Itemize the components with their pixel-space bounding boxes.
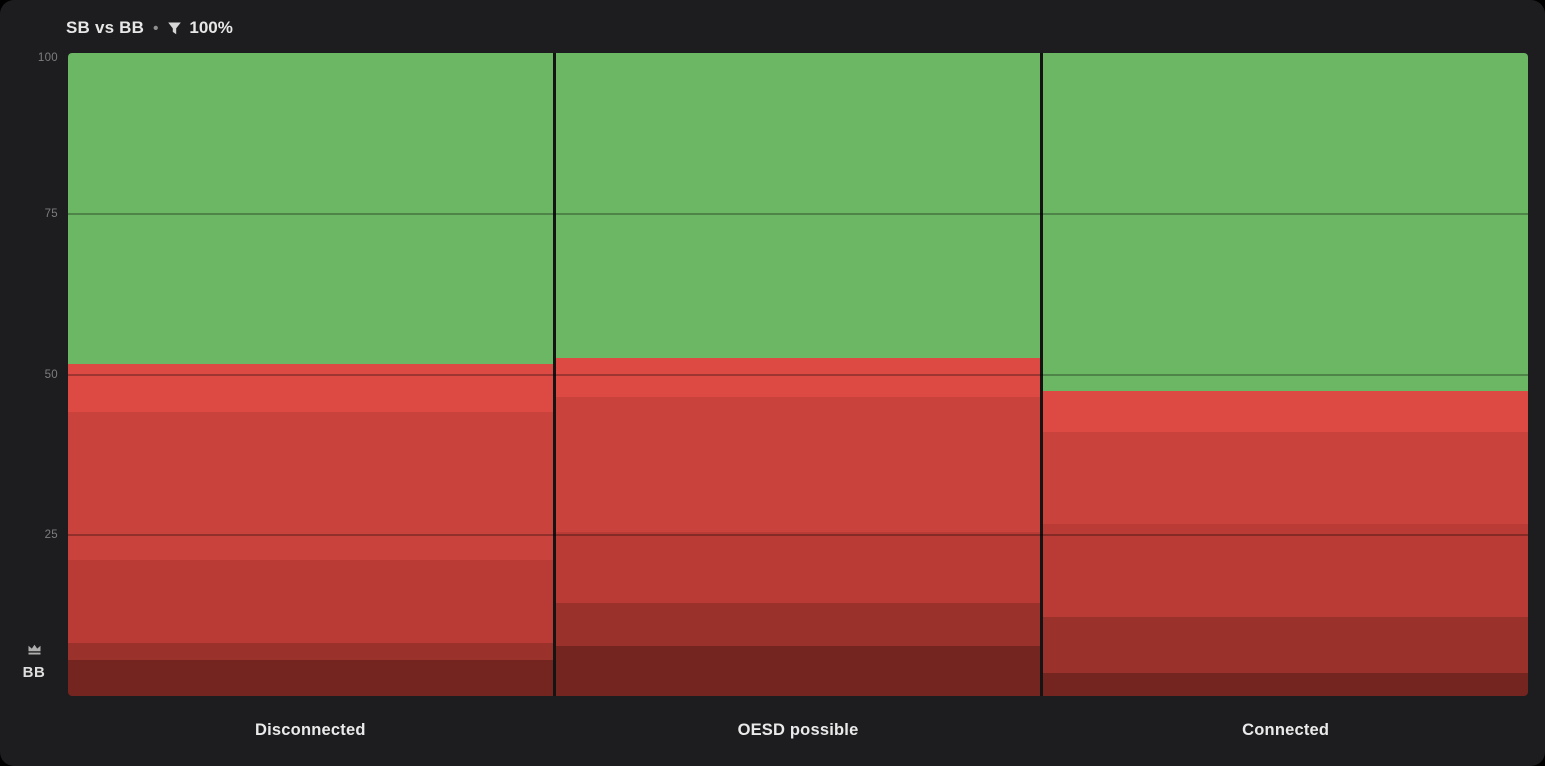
- bar-segment-red-darkest[interactable]: [68, 659, 553, 696]
- bar-segment-red-darker[interactable]: [555, 602, 1041, 646]
- filter-value: 100%: [189, 18, 233, 37]
- y-tick-100: 100: [37, 52, 58, 64]
- position-text: BB: [22, 664, 46, 681]
- chart-column-disconnected[interactable]: [68, 53, 553, 696]
- bar-segment-red-medium[interactable]: [555, 397, 1041, 533]
- bar-segment-red-medium[interactable]: [68, 412, 553, 561]
- bar-segment-green[interactable]: [68, 53, 553, 365]
- x-label-disconnected[interactable]: Disconnected: [255, 720, 366, 739]
- bar-segment-red-dark[interactable]: [555, 532, 1041, 603]
- y-tick-75: 75: [44, 207, 58, 220]
- bar-segment-red-bright[interactable]: [555, 357, 1041, 397]
- x-label-connected[interactable]: Connected: [1242, 720, 1330, 739]
- chart-header: SB vs BB • 100%: [66, 15, 233, 41]
- crown-icon: [27, 642, 42, 660]
- bar-segment-green[interactable]: [555, 53, 1041, 358]
- bar-segment-red-medium[interactable]: [1043, 432, 1528, 524]
- bar-segment-red-darkest[interactable]: [555, 645, 1041, 696]
- bar-segment-red-dark[interactable]: [68, 560, 553, 644]
- page-title: SB vs BB: [66, 18, 145, 37]
- bar-segment-red-bright[interactable]: [1043, 391, 1528, 433]
- bar-segment-red-darkest[interactable]: [1043, 672, 1528, 696]
- y-tick-50: 50: [44, 368, 58, 381]
- bar-segment-red-darker[interactable]: [68, 643, 553, 660]
- filter-control[interactable]: 100%: [167, 18, 233, 38]
- separator-dot: •: [153, 19, 159, 37]
- x-axis-labels: Disconnected OESD possible Connected: [68, 712, 1528, 748]
- chart-column-oesd-possible[interactable]: [555, 53, 1041, 696]
- position-label: BB: [14, 642, 54, 681]
- y-tick-25: 25: [44, 529, 58, 542]
- bar-segment-red-bright[interactable]: [68, 364, 553, 413]
- chart-columns: [68, 53, 1528, 696]
- chart-column-connected[interactable]: [1043, 53, 1528, 696]
- bar-segment-green[interactable]: [1043, 53, 1528, 392]
- bar-segment-red-darker[interactable]: [1043, 616, 1528, 673]
- bar-segment-red-dark[interactable]: [1043, 523, 1528, 617]
- x-label-oesd-possible[interactable]: OESD possible: [737, 720, 859, 739]
- filter-funnel-icon: [167, 21, 182, 36]
- y-axis: 100 75 50 25: [0, 52, 58, 696]
